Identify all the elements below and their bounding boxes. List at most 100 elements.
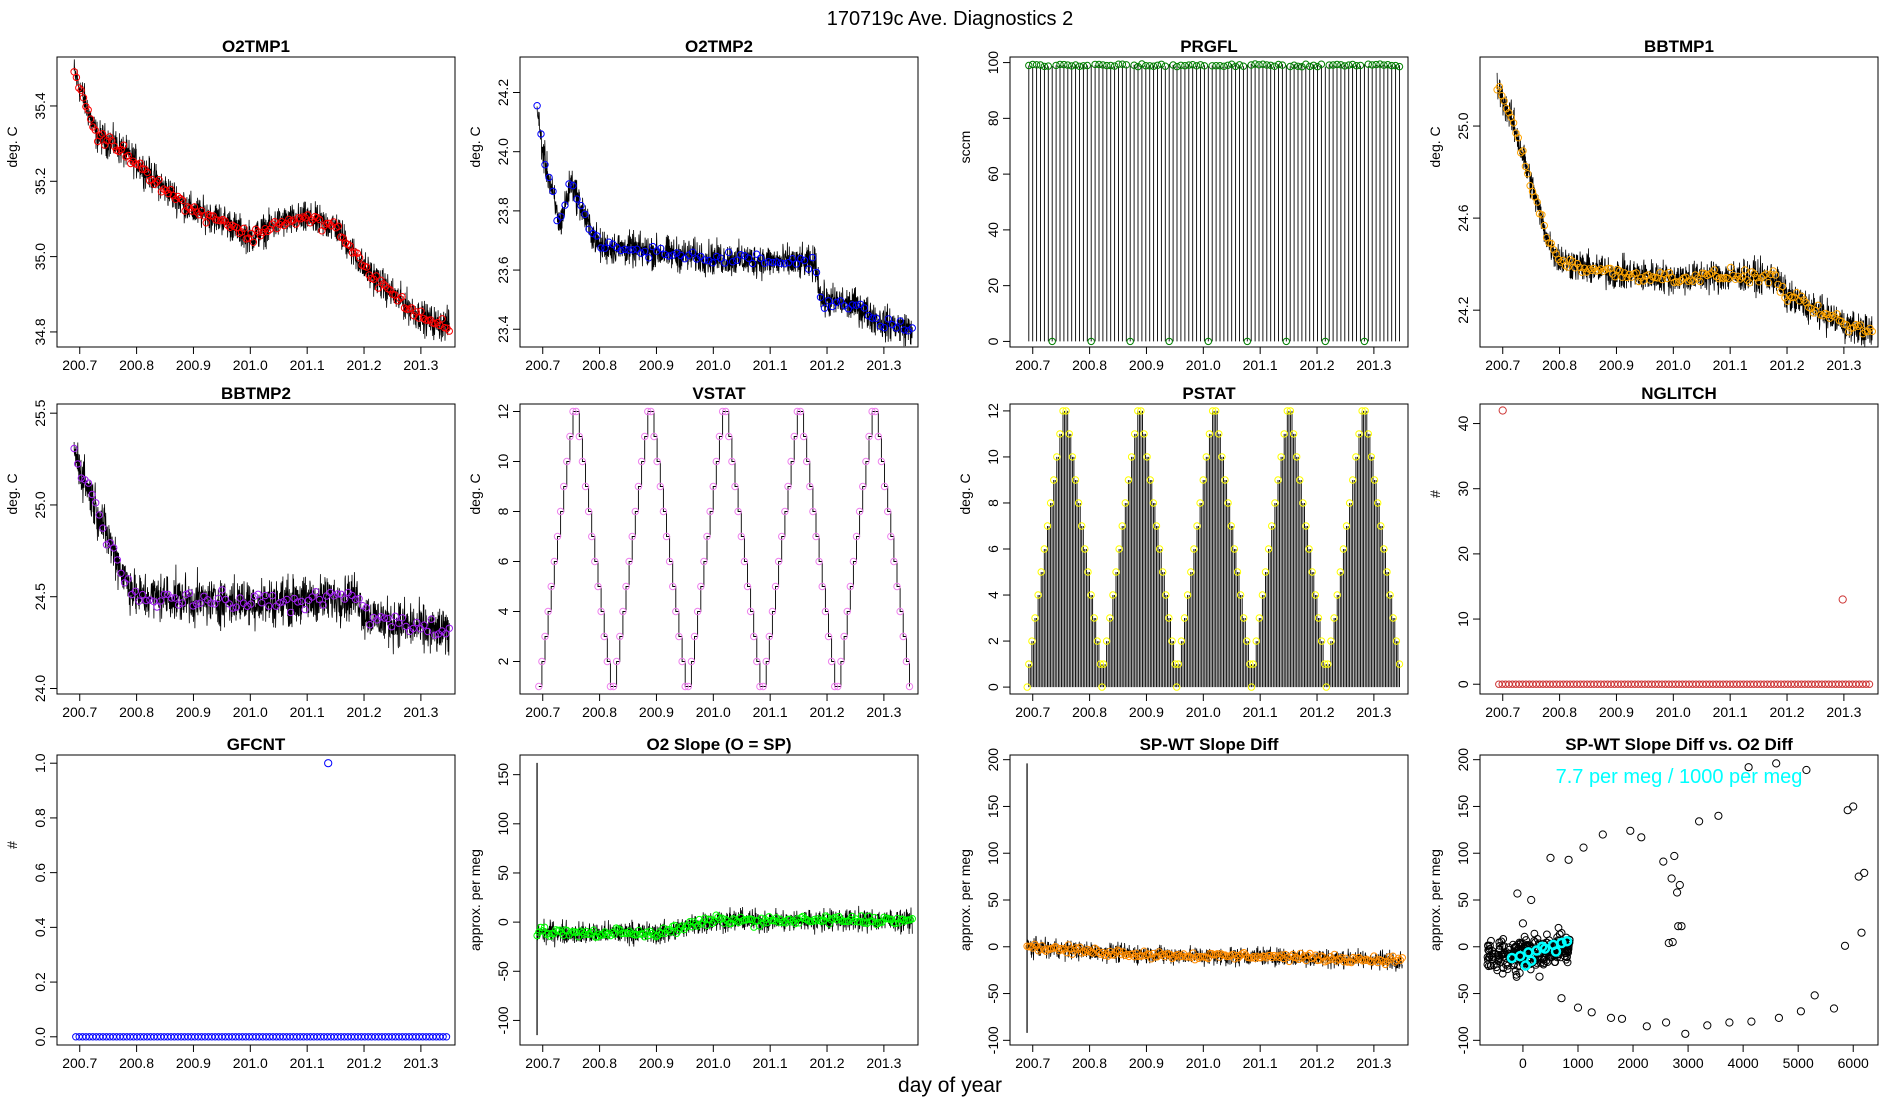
data-point xyxy=(712,911,720,919)
data-point xyxy=(1270,62,1279,71)
data-point xyxy=(1095,948,1103,957)
data-point xyxy=(308,593,316,601)
data-point xyxy=(1125,952,1133,961)
data-point xyxy=(282,219,291,228)
x-tick-label: 1000 xyxy=(1562,1055,1593,1071)
data-point xyxy=(597,244,605,252)
data-point xyxy=(1790,293,1799,301)
data-point xyxy=(273,224,281,233)
plot-area xyxy=(1483,759,1869,1038)
data-point xyxy=(617,246,625,255)
x-tick-label: 200.8 xyxy=(1072,1055,1107,1071)
x-tick-label: 201.3 xyxy=(1356,357,1391,373)
data-point xyxy=(619,607,627,616)
data-point xyxy=(1283,407,1292,415)
data-point xyxy=(410,312,418,320)
data-point xyxy=(1224,61,1232,70)
data-point xyxy=(185,589,194,597)
x-tick-label: 201.1 xyxy=(753,704,788,720)
data-point xyxy=(572,407,580,416)
data-point xyxy=(706,916,715,924)
y-tick-label: 20 xyxy=(1455,546,1471,562)
data-point xyxy=(1517,149,1525,157)
data-point xyxy=(800,256,809,265)
x-tick-label: 200.9 xyxy=(176,1055,211,1071)
y-tick-label: 25.0 xyxy=(32,491,48,518)
data-point xyxy=(1078,949,1086,957)
data-point xyxy=(748,915,756,924)
data-point xyxy=(1522,936,1530,944)
y-tick-label: 23.4 xyxy=(495,315,511,342)
y-tick-label: 0.6 xyxy=(32,863,48,883)
x-axis: 200.7 200.8 200.9 201.0 201.1 201.2 201.3 xyxy=(62,693,439,720)
plot-area xyxy=(533,102,916,347)
data-point xyxy=(1330,614,1338,622)
data-point xyxy=(1122,61,1131,69)
data-point xyxy=(1187,568,1195,576)
data-point xyxy=(1388,61,1396,70)
data-point xyxy=(1345,61,1353,69)
y-tick-label: 20 xyxy=(985,278,1001,294)
data-point xyxy=(718,407,727,416)
data-point xyxy=(131,587,140,595)
x-tick-label: 201.3 xyxy=(1356,704,1391,720)
data-point xyxy=(1668,938,1677,947)
data-point xyxy=(98,130,107,138)
data-point xyxy=(1383,568,1391,576)
data-point xyxy=(831,682,839,691)
data-point xyxy=(716,915,724,924)
data-point xyxy=(1540,221,1549,230)
data-point xyxy=(681,682,689,691)
y-axis-label: # xyxy=(4,841,20,849)
data-point xyxy=(1165,614,1173,622)
data-point xyxy=(1099,61,1107,69)
x-tick-label: 200.7 xyxy=(525,704,560,720)
data-point xyxy=(756,682,764,691)
data-point xyxy=(1546,853,1555,863)
data-point xyxy=(662,532,671,541)
y-tick-label: 12 xyxy=(985,403,1001,419)
panel-scatterdiff: 7.7 per meg / 1000 per meg SP-WT Slope Di… xyxy=(1427,735,1879,1071)
data-point xyxy=(1087,337,1095,346)
y-tick-label: 10 xyxy=(495,454,511,470)
data-point xyxy=(1262,954,1271,962)
data-point xyxy=(806,482,814,491)
x-tick-label: 200.8 xyxy=(119,357,154,373)
x-axis: 200.7 200.8 200.9 201.0 201.1 201.2 201.3 xyxy=(1015,1044,1392,1071)
data-point xyxy=(541,161,549,169)
data-point xyxy=(1258,591,1267,599)
data-point xyxy=(337,590,345,598)
x-tick-label: 200.7 xyxy=(525,357,560,373)
data-point xyxy=(565,180,573,188)
data-point xyxy=(202,219,210,227)
data-point xyxy=(1087,591,1095,599)
data-point xyxy=(654,931,662,940)
data-point xyxy=(1563,958,1572,967)
data-point xyxy=(1155,545,1164,553)
data-point xyxy=(693,922,701,930)
y-axis: 34.8 35.0 35.2 35.4 xyxy=(32,92,58,346)
data-point xyxy=(1187,953,1195,962)
data-point xyxy=(1626,826,1635,835)
data-point xyxy=(743,582,752,591)
data-point xyxy=(1849,802,1858,811)
data-point xyxy=(1218,453,1226,461)
data-point xyxy=(1065,430,1074,438)
data-point xyxy=(693,255,701,263)
data-point xyxy=(1261,952,1269,961)
data-point xyxy=(818,917,826,926)
data-point xyxy=(812,917,820,925)
data-point xyxy=(628,532,636,541)
data-point xyxy=(1056,430,1064,438)
y-tick-label: 1.0 xyxy=(32,753,48,773)
data-point xyxy=(1372,956,1380,964)
y-tick-label: 0 xyxy=(985,337,1001,345)
data-point xyxy=(1279,954,1288,963)
data-point xyxy=(591,557,599,566)
y-tick-label: 0.2 xyxy=(32,972,48,992)
data-point xyxy=(784,258,793,267)
data-point xyxy=(149,597,158,605)
data-point xyxy=(1028,637,1036,645)
x-axis: 0 1000 2000 3000 4000 5000 6000 xyxy=(1519,1044,1869,1071)
panel-bbtmp2: BBTMP2 200.7 200.8 200.9 201.0 201.1 201.2 201.… xyxy=(4,384,456,720)
